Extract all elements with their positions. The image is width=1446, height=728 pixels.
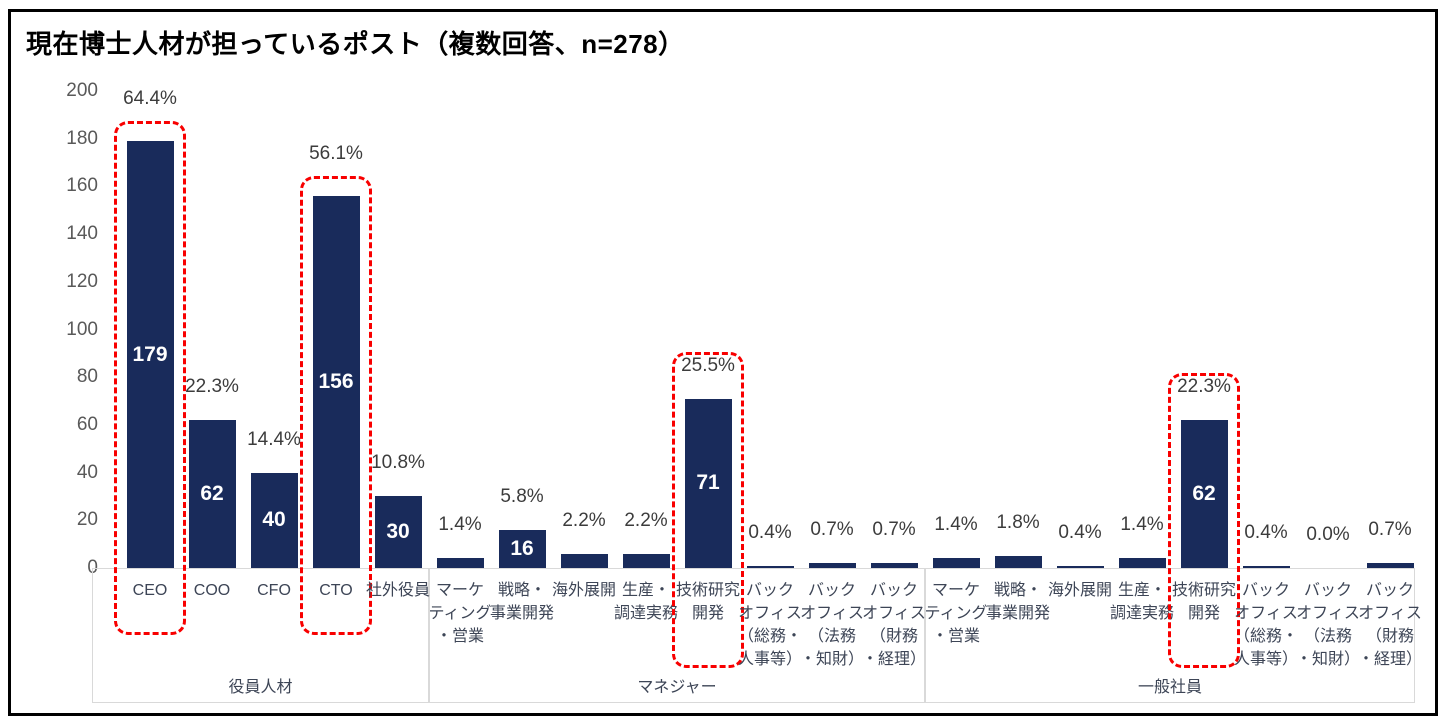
category-label: CEO: [132, 582, 168, 599]
bar: [808, 563, 856, 568]
category-label: バック オフィス （財務 ・経理）: [861, 582, 926, 668]
y-tick-label: 120: [66, 270, 98, 292]
category-label: バック オフィス （財務 ・経理）: [1357, 582, 1422, 668]
bar: [560, 553, 608, 568]
group-label: 一般社員: [1137, 679, 1202, 696]
bar: 30: [374, 496, 422, 568]
percent-label: 1.4%: [438, 514, 482, 536]
percent-label: 25.5%: [681, 354, 735, 376]
percent-label: 2.2%: [562, 509, 606, 531]
category-label: マーケ ティング ・営業: [924, 582, 988, 645]
bar: 71: [684, 398, 732, 568]
y-tick-label: 200: [66, 80, 98, 101]
bar: 40: [250, 472, 298, 568]
bar-count-label: 62: [200, 482, 224, 506]
group-box: [92, 568, 429, 703]
group-label: マネジャー: [637, 679, 717, 696]
bar: 179: [126, 141, 174, 568]
y-tick-label: 80: [76, 366, 98, 388]
percent-label: 10.8%: [371, 452, 425, 474]
category-label: マーケ ティング ・営業: [428, 582, 492, 645]
bar: [1118, 558, 1166, 568]
y-tick-label: 100: [66, 318, 98, 340]
percent-label: 0.7%: [872, 519, 916, 541]
percent-label: 5.8%: [500, 485, 544, 507]
bar: [870, 563, 918, 568]
category-label: 海外展開: [551, 582, 616, 599]
bar: [994, 556, 1042, 568]
percent-label: 0.4%: [748, 521, 792, 543]
category-label: バック オフィス （法務 ・知財）: [799, 582, 864, 668]
bar: 62: [1180, 420, 1228, 568]
y-tick-label: 20: [76, 509, 98, 531]
category-label: 戦略・ 事業開発: [489, 582, 554, 622]
highlight-box: [1168, 373, 1240, 668]
y-tick-label: 160: [66, 175, 98, 197]
group-label: 役員人材: [228, 679, 293, 696]
percent-label: 14.4%: [247, 428, 301, 450]
bar-count-label: 16: [510, 536, 534, 560]
category-label: 海外展開: [1047, 582, 1112, 599]
category-label: バック オフィス （法務 ・知財）: [1295, 582, 1360, 668]
percent-label: 1.4%: [1120, 514, 1164, 536]
category-label: 技術研究 開発: [675, 582, 740, 622]
category-label: バック オフィス （総務・ 人事等）: [737, 582, 802, 668]
y-tick-label: 140: [66, 223, 98, 245]
bar: [1366, 563, 1414, 568]
percent-label: 0.7%: [810, 519, 854, 541]
bar: [1056, 565, 1104, 568]
percent-label: 1.8%: [996, 512, 1040, 534]
bar: [932, 558, 980, 568]
category-label: 生産・ 調達実務: [1109, 582, 1174, 622]
bar-count-label: 71: [696, 471, 720, 495]
bar: 16: [498, 529, 546, 568]
bar-count-label: 62: [1192, 482, 1216, 506]
highlight-box: [672, 351, 744, 668]
percent-label: 2.2%: [624, 509, 668, 531]
bar: [1242, 565, 1290, 568]
percent-label: 22.3%: [185, 376, 239, 398]
category-label: 生産・ 調達実務: [613, 582, 678, 622]
bar: 156: [312, 195, 360, 568]
category-label: バック オフィス （総務・ 人事等）: [1233, 582, 1298, 668]
y-tick-label: 40: [76, 461, 98, 483]
y-tick-label: 0: [87, 557, 98, 578]
chart-title: 現在博士人材が担っているポスト（複数回答、n=278）: [26, 29, 685, 59]
bar-count-label: 179: [132, 342, 168, 366]
percent-label: 0.4%: [1058, 521, 1102, 543]
category-label: CTO: [319, 582, 353, 599]
bar: [622, 553, 670, 568]
highlight-box: [300, 175, 372, 635]
y-tick-label: 180: [66, 127, 98, 149]
y-tick-label: 60: [76, 413, 98, 435]
category-label: COO: [193, 582, 231, 599]
bar-count-label: 30: [386, 520, 410, 544]
figure-border: [8, 9, 1438, 716]
bar: 62: [188, 420, 236, 568]
category-label: 戦略・ 事業開発: [985, 582, 1050, 622]
percent-label: 0.4%: [1244, 521, 1288, 543]
highlight-box: [114, 121, 186, 635]
percent-label: 64.4%: [123, 88, 177, 110]
percent-label: 22.3%: [1177, 376, 1231, 398]
percent-label: 0.0%: [1306, 524, 1350, 545]
group-box: [429, 568, 925, 703]
percent-label: 56.1%: [309, 142, 363, 164]
bar: [746, 565, 794, 568]
percent-label: 0.7%: [1368, 519, 1412, 541]
percent-label: 1.4%: [934, 514, 978, 536]
bar-count-label: 156: [318, 369, 354, 393]
category-label: 技術研究 開発: [1171, 582, 1236, 622]
category-label: 社外役員: [365, 582, 430, 599]
category-label: CFO: [257, 582, 291, 599]
bar: [436, 558, 484, 568]
bar-count-label: 40: [262, 508, 286, 532]
